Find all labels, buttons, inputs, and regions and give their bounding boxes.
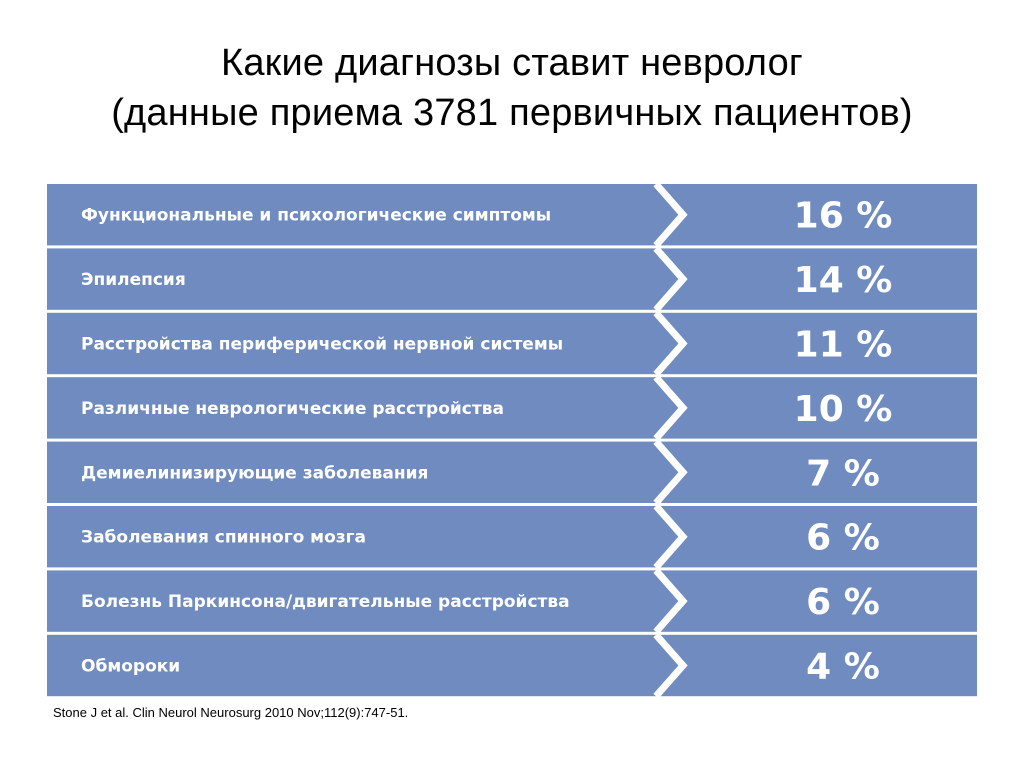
category-label: Расстройства периферической нервной сист… [81, 335, 563, 355]
source-citation: Stone J et al. Clin Neurol Neurosurg 201… [53, 705, 409, 720]
category-label: Функциональные и психологические симптом… [81, 206, 551, 226]
table-row: Различные неврологические расстройства 10… [47, 374, 977, 441]
chevron-separator [653, 503, 688, 570]
title-line-1: Какие диагнозы ставит невролог [220, 42, 803, 84]
value-label: 7 % [806, 453, 880, 494]
category-label: Болезнь Паркинсона/двигательные расстрой… [81, 592, 570, 612]
category-label: Эпилепсия [81, 270, 186, 290]
row-band [47, 377, 977, 439]
value-label: 6 % [806, 582, 880, 623]
value-label: 14 % [794, 260, 893, 301]
chevron-separator [653, 568, 688, 635]
table-row: Демиелинизирующие заболевания 7 % [47, 439, 977, 506]
chevron-separator [653, 310, 688, 377]
row-band [47, 634, 977, 697]
value-label: 11 % [794, 325, 893, 366]
category-label: Заболевания спинного мозга [81, 528, 366, 548]
row-band [47, 184, 977, 246]
table-row: Расстройства периферической нервной сист… [47, 310, 977, 377]
value-label: 4 % [806, 647, 880, 688]
table-row: Обмороки 4 % [47, 632, 977, 699]
row-band [47, 312, 977, 375]
table-row: Функциональные и психологические симптом… [47, 181, 977, 248]
value-label: 16 % [794, 196, 893, 237]
chevron-separator [653, 439, 688, 506]
category-label: Обмороки [81, 657, 180, 677]
chevron-separator [653, 181, 688, 248]
chevron-separator [653, 374, 688, 441]
table-row: Эпилепсия 14 % [47, 246, 977, 313]
value-label: 10 % [794, 389, 893, 430]
row-band [47, 570, 977, 632]
row-band [47, 248, 977, 310]
table-row: Заболевания спинного мозга 6 % [47, 503, 977, 570]
row-band [47, 441, 977, 503]
title-line-2: (данные приема 3781 первичных пациентов) [111, 92, 913, 134]
chevron-separator [653, 632, 688, 699]
category-label: Различные неврологические расстройства [81, 399, 504, 419]
table-row: Болезнь Паркинсона/двигательные расстрой… [47, 568, 977, 635]
value-label: 6 % [806, 518, 880, 559]
chevron-separator [653, 246, 688, 313]
category-label: Демиелинизирующие заболевания [81, 463, 428, 483]
slide-title: Какие диагнозы ставит невролог (данные п… [0, 38, 1024, 138]
row-band [47, 506, 977, 568]
